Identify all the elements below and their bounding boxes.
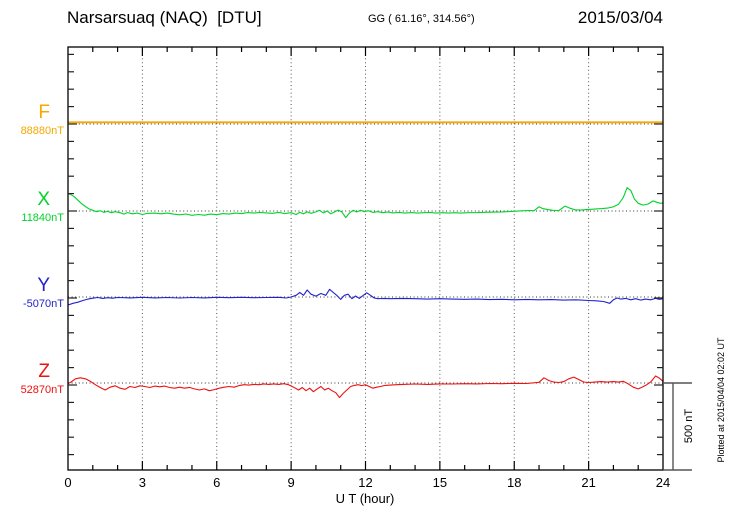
scale-bar-label: 500 nT bbox=[683, 408, 695, 444]
x-tick-label-9: 9 bbox=[287, 475, 295, 490]
series-baseline-F: 88880nT bbox=[20, 125, 64, 137]
x-axis-label: U T (hour) bbox=[335, 491, 395, 506]
trace-Z bbox=[67, 375, 664, 399]
x-tick-label-12: 12 bbox=[358, 475, 373, 490]
x-tick-label-21: 21 bbox=[581, 475, 596, 490]
date-label: 2015/03/04 bbox=[577, 8, 663, 27]
series-baseline-Y: -5070nT bbox=[23, 298, 64, 310]
axis-ticks bbox=[68, 47, 663, 470]
trace-Y bbox=[67, 288, 664, 306]
x-tick-label-0: 0 bbox=[64, 475, 72, 490]
x-tick-label-15: 15 bbox=[432, 475, 448, 490]
frame-rect bbox=[67, 46, 664, 471]
station-title: Narsarsuaq (NAQ) [DTU] bbox=[67, 8, 262, 27]
series-label-Y: Y bbox=[37, 275, 50, 296]
x-tick-label-3: 3 bbox=[138, 475, 146, 490]
x-tick-label-24: 24 bbox=[655, 475, 671, 490]
x-tick-label-6: 6 bbox=[213, 475, 221, 490]
x-tick-label-18: 18 bbox=[507, 475, 522, 490]
plotted-at-label: Plotted at 2015/04/04 02:02 UT bbox=[716, 337, 726, 463]
plot-frame bbox=[67, 46, 664, 471]
trace-X bbox=[67, 187, 664, 219]
series-baseline-X: 11840nT bbox=[21, 212, 64, 224]
component-traces bbox=[67, 121, 664, 399]
scale-bar bbox=[663, 382, 692, 471]
series-label-F: F bbox=[38, 102, 50, 123]
series-baseline-Z: 52870nT bbox=[20, 384, 64, 396]
series-label-Z: Z bbox=[38, 361, 50, 382]
geographic-coords-label: GG ( 61.16°, 314.56°) bbox=[368, 13, 475, 25]
gridlines bbox=[141, 47, 590, 470]
series-label-X: X bbox=[37, 189, 50, 210]
